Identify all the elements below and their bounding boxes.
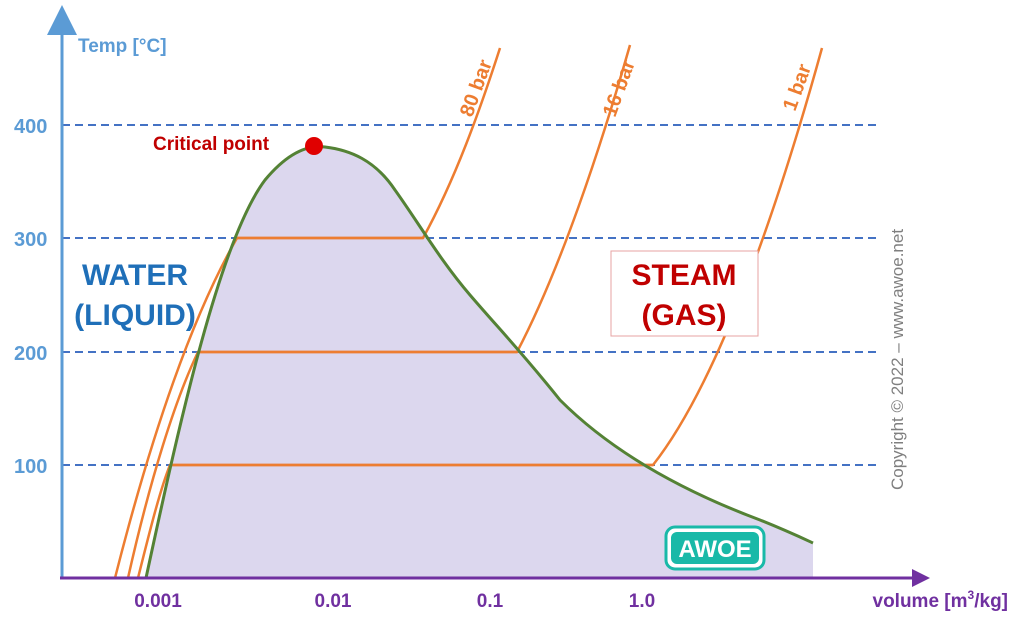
liquid-label: (LIQUID) xyxy=(74,299,196,332)
saturation-curve xyxy=(144,145,814,579)
x-tick-label: 0.1 xyxy=(477,591,504,612)
x-tick-label: 1.0 xyxy=(629,591,655,612)
critical-point-marker xyxy=(305,137,323,155)
steam-label: STEAM xyxy=(632,259,737,292)
y-tick-label: 300 xyxy=(14,229,47,251)
water-label: WATER xyxy=(82,259,188,292)
y-tick-label: 100 xyxy=(14,456,47,478)
x-axis-label: volume [m3/kg] xyxy=(873,588,1009,612)
gas-label: (GAS) xyxy=(642,299,727,332)
isobar-1bar-curve xyxy=(136,47,824,579)
isobar-16bar-curve xyxy=(126,44,632,579)
y-tick-label: 400 xyxy=(14,116,47,138)
awoe-logo: AWOE xyxy=(664,525,766,571)
two-phase-dome xyxy=(146,146,813,578)
isobar-label-80bar: 80 bar xyxy=(456,57,497,120)
steam-label-box xyxy=(610,250,759,337)
x-tick-label: 0.001 xyxy=(134,591,182,612)
y-tick-label: 200 xyxy=(14,343,47,365)
copyright-text: Copyright © 2022 – www.awoe.net xyxy=(888,229,907,490)
x-tick-label: 0.01 xyxy=(315,591,352,612)
critical-point-label: Critical point xyxy=(153,134,270,155)
x-axis-arrow-icon xyxy=(912,569,930,587)
isobar-label-16bar: 16 bar xyxy=(599,57,640,120)
y-axis-label: Temp [°C] xyxy=(78,36,167,57)
logo-text: AWOE xyxy=(678,536,751,563)
